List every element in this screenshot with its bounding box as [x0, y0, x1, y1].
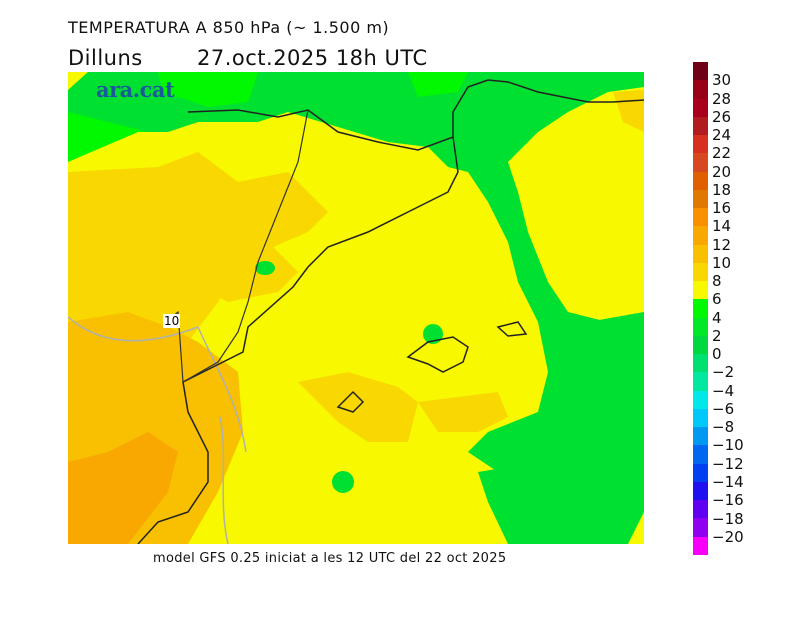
colorbar-label: −18	[712, 509, 744, 528]
colorbar-bin	[693, 116, 708, 135]
colorbar-bin	[693, 536, 708, 555]
colorbar-bin	[693, 98, 708, 117]
colorbar-label: 18	[712, 180, 732, 199]
field-patch	[255, 261, 275, 275]
colorbar-label: 2	[712, 326, 722, 345]
colorbar-label: −10	[712, 436, 744, 455]
field-patch	[332, 471, 354, 493]
field-patch	[423, 324, 443, 344]
colorbar	[693, 62, 708, 555]
colorbar-label: 6	[712, 290, 722, 309]
colorbar-bin	[693, 62, 708, 81]
colorbar-label: 24	[712, 126, 732, 145]
colorbar-label: 16	[712, 199, 732, 218]
colorbar-bin	[693, 390, 708, 409]
colorbar-label: 0	[712, 345, 722, 364]
datetime-label: 27.oct.2025 18h UTC	[197, 46, 428, 70]
colorbar-bin	[693, 226, 708, 245]
field-0-4-east	[563, 312, 644, 392]
colorbar-bin	[693, 500, 708, 519]
contour-label: 10	[163, 314, 181, 328]
colorbar-bin	[693, 372, 708, 391]
field-12-14	[68, 432, 178, 544]
field-8-10	[68, 90, 644, 442]
model-footer: model GFS 0.25 iniciat a les 12 UTC del …	[153, 551, 507, 566]
colorbar-label: −8	[712, 418, 735, 437]
map-title: TEMPERATURA A 850 hPa (~ 1.500 m)	[68, 18, 390, 37]
colorbar-label: 4	[712, 308, 722, 327]
colorbar-bin	[693, 518, 708, 537]
colorbar-label: −20	[712, 527, 744, 546]
colorbar-bin	[693, 445, 708, 464]
colorbar-bin	[693, 317, 708, 336]
temperature-map	[68, 72, 644, 544]
colorbar-bin	[693, 208, 708, 227]
colorbar-bin	[693, 171, 708, 190]
colorbar-bin	[693, 244, 708, 263]
colorbar-label: 14	[712, 217, 732, 236]
colorbar-bin	[693, 135, 708, 154]
colorbar-label: −6	[712, 399, 735, 418]
colorbar-bin	[693, 463, 708, 482]
colorbar-label: 8	[712, 272, 722, 291]
colorbar-label: 28	[712, 89, 732, 108]
colorbar-label: 12	[712, 235, 732, 254]
colorbar-label: 26	[712, 107, 732, 126]
coastline	[137, 79, 644, 544]
colorbar-bin	[693, 281, 708, 300]
colorbar-bin	[693, 299, 708, 318]
border-line	[167, 109, 309, 383]
colorbar-bin	[693, 153, 708, 172]
colorbar-label: 22	[712, 144, 732, 163]
colorbar-label: −14	[712, 472, 744, 491]
colorbar-bin	[693, 262, 708, 281]
field-6-8-east	[508, 87, 644, 322]
balearic-islands	[336, 321, 528, 413]
colorbar-label: 10	[712, 253, 732, 272]
field-0-4-south	[478, 462, 644, 544]
colorbar-label: −2	[712, 363, 735, 382]
colorbar-bin	[693, 335, 708, 354]
colorbar-label: −12	[712, 454, 744, 473]
colorbar-bin	[693, 427, 708, 446]
contour-10	[68, 316, 247, 544]
day-label: Dilluns	[68, 46, 143, 70]
colorbar-label: −4	[712, 381, 735, 400]
colorbar-bin	[693, 189, 708, 208]
colorbar-label: 20	[712, 162, 732, 181]
colorbar-bin	[693, 354, 708, 373]
ara-cat-logo: ara.cat	[96, 77, 175, 102]
colorbar-bin	[693, 481, 708, 500]
colorbar-bin	[693, 408, 708, 427]
colorbar-label: 30	[712, 71, 732, 90]
colorbar-label: −16	[712, 491, 744, 510]
colorbar-bin	[693, 80, 708, 99]
field-patch	[68, 72, 88, 90]
